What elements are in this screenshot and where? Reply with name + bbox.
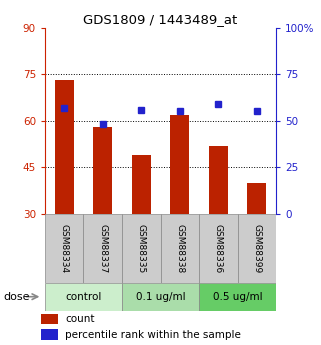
Bar [41,329,58,340]
Title: GDS1809 / 1443489_at: GDS1809 / 1443489_at [83,13,238,27]
Bar [170,115,189,214]
Text: 0.5 ug/ml: 0.5 ug/ml [213,292,262,302]
Bar [209,146,228,214]
Bar [199,214,238,283]
Text: GSM88399: GSM88399 [252,224,261,273]
Bar [122,283,199,310]
Bar [45,214,83,283]
Bar [45,283,122,310]
Text: dose: dose [3,292,30,302]
Bar [160,214,199,283]
Bar [132,155,151,214]
Text: count: count [65,314,95,324]
Text: GSM88336: GSM88336 [214,224,223,273]
Bar [247,183,266,214]
Text: GSM88334: GSM88334 [60,224,69,273]
Text: GSM88338: GSM88338 [175,224,184,273]
Text: GSM88335: GSM88335 [137,224,146,273]
Bar [122,214,160,283]
Bar [55,80,74,214]
Text: 0.1 ug/ml: 0.1 ug/ml [136,292,185,302]
Bar [238,214,276,283]
Bar [93,127,112,214]
Bar [199,283,276,310]
Bar [83,214,122,283]
Text: control: control [65,292,102,302]
Text: percentile rank within the sample: percentile rank within the sample [65,330,241,340]
Text: GSM88337: GSM88337 [98,224,107,273]
Bar [41,314,58,324]
